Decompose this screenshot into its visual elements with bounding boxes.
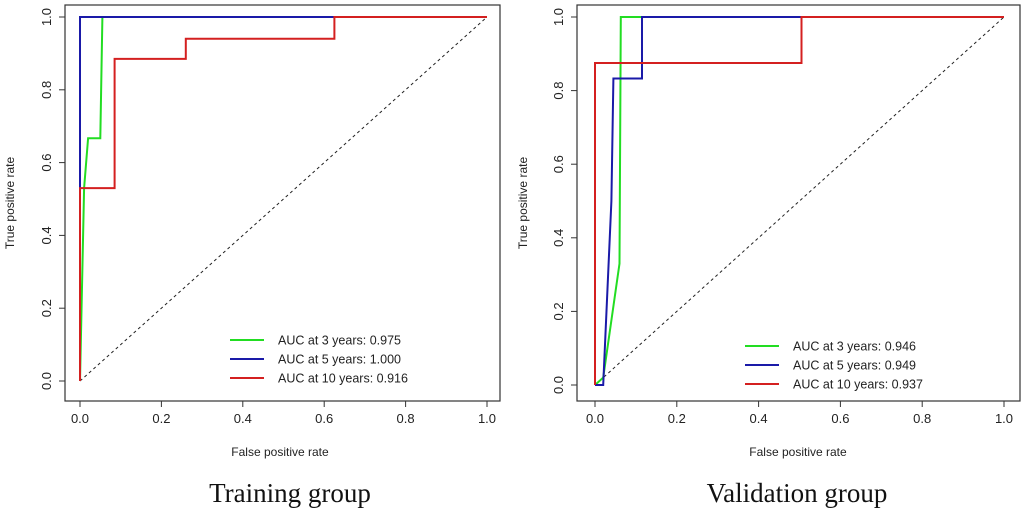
series-line-2 (595, 16, 1004, 386)
x-tick-label: 0.2 (668, 411, 686, 426)
y-tick-label: 0.0 (39, 372, 54, 390)
x-tick-label: 0.4 (234, 411, 252, 426)
x-tick-label: 1.0 (478, 411, 496, 426)
y-tick-label: 0.0 (551, 376, 566, 394)
chart-caption: Validation group (707, 478, 888, 508)
x-tick-label: 0.6 (831, 411, 849, 426)
legend-entry: AUC at 3 years: 0.946 (793, 340, 916, 354)
y-tick-label: 0.6 (551, 155, 566, 173)
x-tick-label: 0.2 (152, 411, 170, 426)
x-tick-label: 0.8 (397, 411, 415, 426)
y-tick-label: 1.0 (551, 8, 566, 26)
x-tick-label: 0.8 (913, 411, 931, 426)
legend-entry: AUC at 5 years: 0.949 (793, 359, 916, 373)
x-tick-label: 0.0 (71, 411, 89, 426)
x-axis-label: False positive rate (231, 445, 329, 459)
x-tick-label: 1.0 (995, 411, 1013, 426)
y-axis-label: True positive rate (516, 157, 530, 250)
legend-entry: AUC at 5 years: 1.000 (278, 353, 401, 367)
y-tick-label: 0.6 (39, 154, 54, 172)
y-tick-label: 0.4 (39, 226, 54, 244)
y-tick-label: 0.2 (551, 302, 566, 320)
plot-frame (576, 4, 1021, 402)
series-line-3 (79, 16, 487, 381)
series-line-1 (594, 16, 1004, 386)
x-tick-label: 0.4 (750, 411, 768, 426)
y-tick-label: 0.4 (551, 229, 566, 247)
series-line-3 (594, 16, 1004, 385)
chart-validation: 0.0 0.2 0.4 0.6 0.8 1.0 0.0 0.2 0.4 0.6 0.8 1.0 Fals… (516, 4, 1021, 508)
legend-entry: AUC at 10 years: 0.937 (793, 378, 923, 392)
y-tick-label: 0.8 (551, 82, 566, 100)
legend-entry: AUC at 3 years: 0.975 (278, 334, 401, 348)
y-tick-label: 0.8 (39, 81, 54, 99)
chart-training: 0.0 0.2 0.4 0.6 0.8 1.0 0.0 0.2 0.4 0.6 0.8 1.0 Fals… (3, 4, 501, 508)
y-tick-label: 0.2 (39, 299, 54, 317)
y-tick-label: 1.0 (39, 8, 54, 26)
legend-entry: AUC at 10 years: 0.916 (278, 372, 408, 386)
x-axis-label: False positive rate (749, 445, 847, 459)
reference-diagonal-line (594, 16, 1005, 386)
chart-caption: Training group (209, 478, 371, 508)
plot-frame (64, 4, 501, 402)
x-tick-label: 0.6 (315, 411, 333, 426)
x-tick-label: 0.0 (586, 411, 604, 426)
reference-diagonal-line (79, 16, 488, 382)
y-axis-label: True positive rate (3, 157, 17, 250)
